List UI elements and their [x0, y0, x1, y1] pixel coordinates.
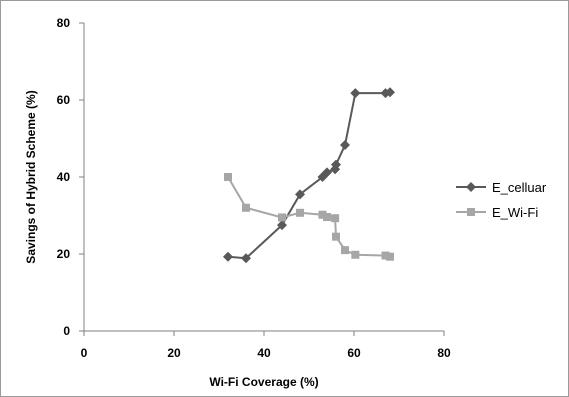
- data-point-e-wi-fi: [341, 246, 349, 255]
- data-point-e-celluar: [223, 251, 233, 262]
- series-line-e-wi-fi: [227, 176, 391, 258]
- y-axis-label: Savings of Hybrid Scheme (%): [24, 90, 38, 263]
- data-point-e-wi-fi: [331, 214, 340, 223]
- legend-entry-e-celluar: E_celluar: [456, 180, 547, 195]
- legend-label-e-celluar: E_celluar: [492, 180, 547, 195]
- data-point-e-wi-fi: [323, 213, 331, 222]
- data-point-e-celluar: [331, 159, 341, 170]
- legend: E_celluar E_Wi-Fi: [456, 180, 547, 220]
- data-point-e-wi-fi: [381, 251, 390, 260]
- data-point-e-celluar: [340, 140, 350, 151]
- x-tick-label: 40: [257, 346, 271, 360]
- legend-label-e-wi-fi: E_Wi-Fi: [492, 205, 538, 220]
- data-point-e-wi-fi: [386, 252, 394, 261]
- legend-marker-e-celluar: [466, 182, 476, 192]
- x-tick-label: 0: [81, 346, 88, 360]
- x-tick-label: 20: [167, 346, 181, 360]
- x-tick-label: 80: [437, 346, 451, 360]
- y-tick-label: 0: [63, 324, 70, 338]
- y-tick-label: 40: [57, 170, 71, 184]
- y-tick-label: 60: [57, 93, 71, 107]
- x-tick-label: 60: [347, 346, 361, 360]
- legend-marker-e-wi-fi: [467, 208, 475, 216]
- data-point-e-celluar: [322, 167, 332, 178]
- data-point-e-wi-fi: [242, 203, 250, 212]
- y-tick-label: 80: [57, 16, 71, 30]
- data-point-e-celluar: [385, 87, 395, 98]
- data-point-e-wi-fi: [332, 232, 340, 241]
- data-point-e-wi-fi: [224, 173, 232, 181]
- legend-entry-e-wi-fi: E_Wi-Fi: [456, 205, 538, 220]
- data-point-e-wi-fi: [296, 208, 304, 217]
- series-line-e-celluar: [227, 91, 391, 260]
- data-point-e-wi-fi: [318, 210, 327, 219]
- data-point-e-celluar: [295, 189, 305, 200]
- data-point-e-celluar: [277, 220, 287, 231]
- data-point-e-celluar: [241, 253, 251, 264]
- data-point-e-celluar: [350, 88, 361, 99]
- x-axis-label: Wi-Fi Coverage (%): [209, 375, 318, 389]
- axes: [83, 23, 444, 332]
- data-point-e-wi-fi: [351, 250, 360, 259]
- data-point-e-wi-fi: [278, 213, 286, 222]
- axis-ticks: 0 20 40 60 80 0 20 40 60 80: [57, 16, 451, 360]
- y-tick-label: 20: [57, 247, 71, 261]
- plot-area: [223, 87, 395, 264]
